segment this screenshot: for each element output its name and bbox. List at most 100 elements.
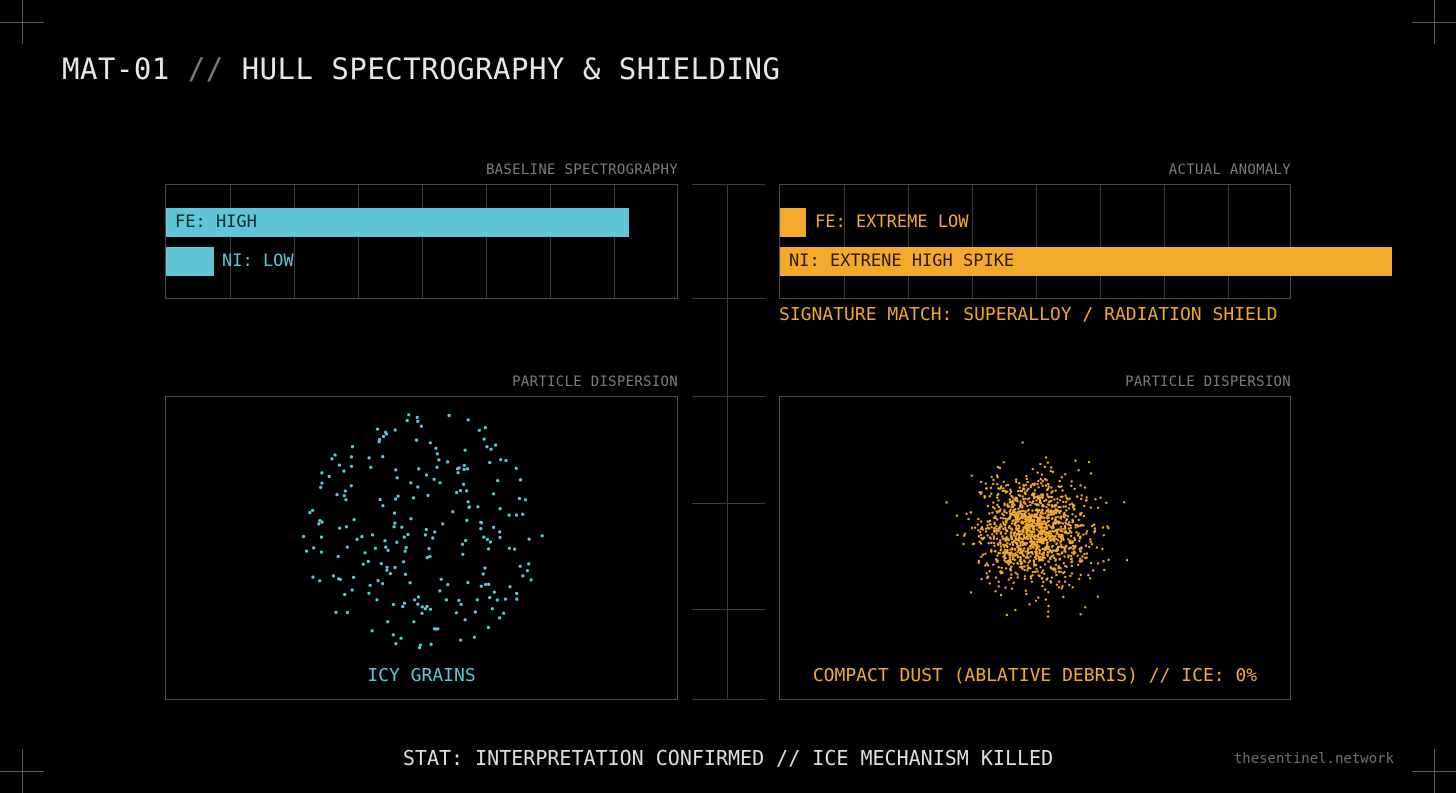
particle <box>446 460 450 464</box>
particle <box>1010 541 1014 544</box>
particle <box>1000 525 1003 528</box>
particle <box>1123 501 1126 504</box>
particle <box>1045 525 1048 528</box>
particle <box>1062 515 1065 518</box>
particle <box>1062 500 1065 504</box>
particle <box>424 527 428 532</box>
particle <box>1065 509 1068 512</box>
particle <box>479 584 483 588</box>
particle <box>406 532 410 537</box>
particle <box>990 475 993 479</box>
particle <box>990 492 993 495</box>
particle <box>1049 581 1053 584</box>
particle <box>1055 532 1058 535</box>
particle <box>393 521 397 525</box>
particle <box>1031 509 1034 512</box>
particle <box>999 531 1003 534</box>
particle <box>392 511 397 515</box>
particle <box>394 497 398 501</box>
particle <box>319 535 324 539</box>
particle <box>1077 563 1080 567</box>
particle <box>507 513 511 517</box>
particle <box>1038 526 1041 529</box>
particle <box>355 537 359 541</box>
particle <box>1003 553 1007 556</box>
particle <box>385 568 389 572</box>
particle <box>402 535 406 539</box>
particle <box>997 530 1000 533</box>
particle <box>438 589 442 593</box>
particle <box>1021 522 1024 525</box>
particle <box>1036 483 1039 486</box>
particle <box>1029 577 1033 580</box>
particle <box>993 523 996 526</box>
particle <box>428 441 432 445</box>
particle <box>1061 522 1065 525</box>
particle <box>459 638 463 642</box>
particle <box>338 526 342 530</box>
connector-top <box>692 184 765 185</box>
particle <box>1032 564 1036 567</box>
particle <box>1017 517 1020 520</box>
particle <box>1041 584 1044 588</box>
particle <box>1019 505 1022 509</box>
particle <box>980 577 983 581</box>
particle <box>1013 503 1016 507</box>
particle <box>1032 559 1035 562</box>
particle <box>999 548 1003 551</box>
particle <box>1088 545 1091 549</box>
particle <box>993 526 996 530</box>
particle <box>1068 529 1072 533</box>
baseline-spectrography-label: BASELINE SPECTROGRAPHY <box>485 162 678 178</box>
anomaly-spectrography-panel: FE: EXTREME LOW NI: EXTRENE HIGH SPIKE <box>779 184 1392 299</box>
particle <box>1067 547 1071 550</box>
particle <box>1016 550 1019 553</box>
particle <box>429 642 433 646</box>
particle <box>1103 568 1106 572</box>
particle <box>1031 467 1034 471</box>
particle <box>396 494 400 498</box>
particle <box>1076 554 1079 557</box>
particle <box>1082 533 1085 536</box>
particle <box>978 491 981 494</box>
particle <box>1057 506 1060 509</box>
particle <box>1085 556 1088 559</box>
particle <box>1031 532 1034 536</box>
particle <box>1037 538 1040 541</box>
particle <box>1010 535 1013 538</box>
particle <box>1070 480 1073 483</box>
particle <box>1009 576 1013 580</box>
particle <box>1073 538 1077 542</box>
particle <box>1026 515 1029 519</box>
particle <box>1003 509 1006 512</box>
particle <box>379 562 383 566</box>
particle <box>1044 537 1047 540</box>
particle <box>1062 595 1065 599</box>
particle <box>1030 535 1033 538</box>
particle <box>1008 505 1011 508</box>
particle <box>1079 613 1082 616</box>
particle <box>1017 532 1020 535</box>
particle <box>1049 549 1052 553</box>
particle <box>1004 528 1007 531</box>
particle <box>1019 501 1022 505</box>
particle <box>1019 556 1022 559</box>
particle <box>1055 583 1059 586</box>
particle <box>1072 548 1075 551</box>
particle <box>386 548 390 552</box>
particle <box>1002 555 1005 558</box>
particle <box>458 489 462 493</box>
particle <box>1047 482 1050 486</box>
particle <box>980 555 983 558</box>
particle <box>311 575 315 579</box>
actual-anomaly-label: ACTUAL ANOMALY <box>1168 162 1291 178</box>
particle <box>342 469 346 473</box>
particle <box>1064 494 1067 497</box>
particle <box>1009 490 1013 493</box>
particle <box>1046 615 1050 618</box>
particle <box>1013 548 1017 551</box>
particle <box>1036 570 1039 573</box>
particle <box>1038 545 1041 548</box>
particle <box>1007 578 1010 581</box>
particle <box>1025 542 1028 545</box>
